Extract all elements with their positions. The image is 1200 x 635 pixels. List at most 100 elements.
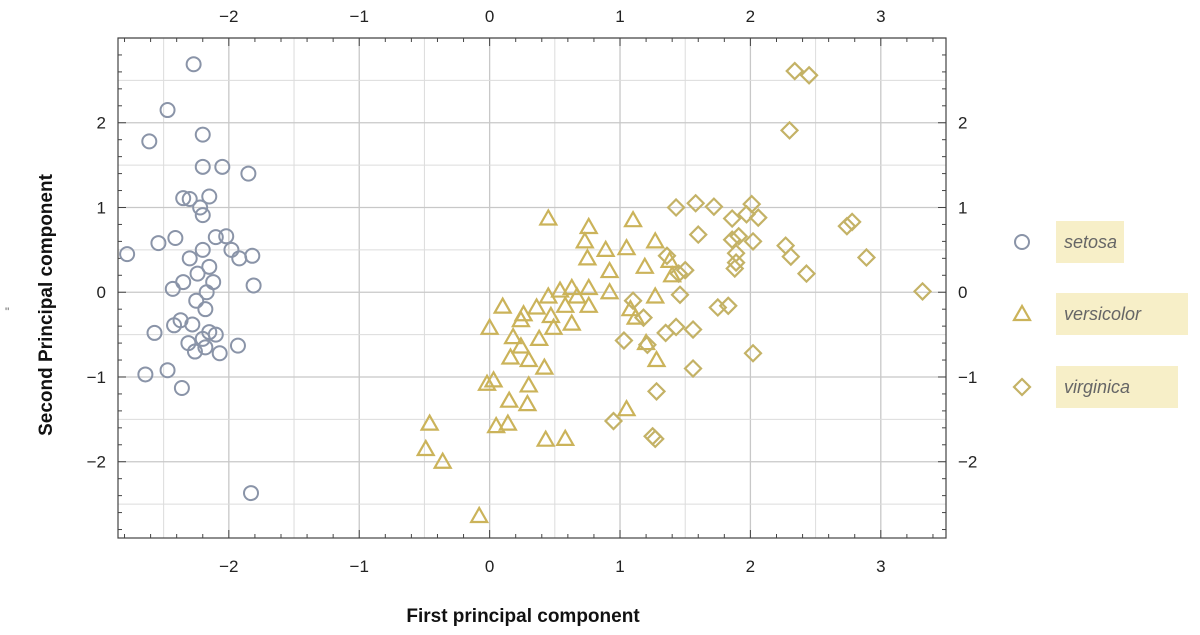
y-tick-label-right: 1	[958, 198, 967, 217]
virginica-point	[725, 258, 745, 279]
virginica-point	[623, 291, 643, 311]
versicolor-point	[477, 373, 497, 391]
series-virginica	[603, 61, 933, 449]
versicolor-point	[578, 216, 599, 235]
setosa-point	[214, 158, 231, 175]
y-tick-label: −2	[87, 453, 106, 472]
versicolor-point	[538, 208, 559, 226]
virginica-point	[799, 65, 819, 85]
setosa-point	[181, 250, 198, 267]
versicolor-point	[535, 429, 556, 447]
versicolor-point	[486, 415, 507, 434]
versicolor-point	[503, 326, 523, 345]
versicolor-point	[432, 451, 453, 469]
y-tick-labels-right: −2 −1 0 1 2	[958, 114, 977, 472]
x-tick-labels-bottom: −2 −1 0 1 2 3	[219, 557, 885, 576]
setosa-point	[194, 158, 211, 175]
setosa-point	[194, 330, 211, 347]
virginica-point	[669, 264, 689, 284]
versicolor-point	[499, 390, 520, 408]
x-tick-label-top: 2	[746, 7, 755, 26]
versicolor-point	[616, 398, 637, 417]
versicolor-point	[662, 265, 683, 283]
setosa-point	[194, 241, 211, 258]
virginica-point	[785, 61, 805, 81]
versicolor-point	[645, 286, 666, 304]
setosa-point	[244, 247, 261, 264]
legend-symbol-virginica	[1012, 377, 1032, 397]
virginica-point	[736, 204, 757, 224]
legend-marker-versicolor	[1012, 303, 1032, 322]
versicolor-point	[578, 277, 599, 296]
versicolor-point	[415, 438, 436, 457]
versicolor-point	[550, 280, 570, 298]
y-tick-label-right: −2	[958, 453, 977, 472]
versicolor-point	[555, 295, 576, 313]
versicolor-point	[419, 413, 440, 431]
versicolor-point	[577, 248, 598, 266]
legend: setosa versicolor virginica	[1012, 221, 1188, 408]
versicolor-point	[574, 231, 595, 249]
x-tick-label: 2	[746, 557, 755, 576]
y-tick-label: 0	[97, 283, 106, 302]
virginica-point	[743, 343, 763, 363]
setosa-point	[197, 301, 214, 318]
setosa-point	[173, 380, 190, 396]
versicolor-point	[634, 256, 655, 274]
versicolor-point	[492, 296, 513, 314]
legend-marker-setosa	[1014, 234, 1030, 250]
virginica-point	[637, 335, 657, 355]
legend-item-setosa: setosa	[1014, 221, 1124, 263]
setosa-point	[141, 133, 158, 150]
x-tick-label: 3	[876, 557, 885, 576]
virginica-point	[688, 225, 708, 245]
setosa-point	[186, 343, 203, 360]
setosa-point	[159, 362, 176, 379]
legend-label-setosa: setosa	[1064, 232, 1117, 252]
setosa-point	[231, 250, 248, 267]
virginica-point	[686, 193, 706, 213]
y-tick-label-right: −1	[958, 368, 977, 387]
virginica-point	[856, 247, 877, 268]
versicolor-point	[578, 295, 599, 313]
virginica-point	[726, 253, 746, 273]
x-tick-label-top: 0	[485, 7, 494, 26]
legend-label-virginica: virginica	[1064, 377, 1130, 397]
versicolor-point	[659, 250, 680, 268]
versicolor-point	[526, 297, 547, 315]
plot-frame	[117, 37, 947, 539]
setosa-point	[150, 235, 167, 252]
setosa-point	[245, 277, 262, 294]
virginica-point	[704, 197, 724, 217]
setosa-point	[185, 56, 202, 73]
virginica-point	[666, 317, 686, 337]
virginica-point	[722, 208, 742, 229]
versicolor-point	[599, 260, 620, 279]
setosa-point	[181, 191, 198, 208]
virginica-point	[614, 330, 634, 351]
legend-label-bg-versicolor	[1056, 293, 1188, 335]
y-axis-title: Second Principal component	[36, 173, 57, 435]
setosa-point	[175, 274, 192, 291]
versicolor-point	[567, 286, 587, 304]
versicolor-point	[518, 349, 539, 368]
setosa-point	[119, 246, 136, 263]
legend-item-versicolor: versicolor	[1012, 293, 1188, 335]
setosa-point	[189, 265, 206, 282]
data-points	[119, 56, 933, 524]
y-tick-label: −1	[87, 368, 106, 387]
virginica-point	[776, 236, 796, 256]
y-tick-label: 2	[97, 114, 106, 133]
x-tick-label: −1	[350, 557, 369, 576]
setosa-point	[201, 258, 218, 275]
legend-symbol-versicolor	[1012, 303, 1032, 322]
x-tick-label: 0	[485, 557, 494, 576]
x-axis-title: First principal component	[406, 606, 640, 627]
virginica-point	[781, 247, 801, 267]
virginica-point	[743, 231, 763, 251]
setosa-point	[211, 345, 228, 362]
virginica-point	[603, 411, 624, 431]
versicolor-point	[555, 428, 576, 446]
setosa-point	[207, 229, 224, 246]
